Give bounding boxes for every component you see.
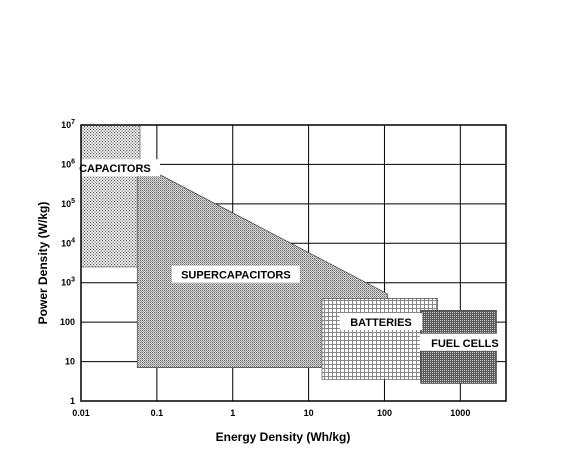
y-tick-label: 1 <box>70 396 75 406</box>
x-tick-label: 100 <box>377 408 392 418</box>
region-label-fuel-cells: FUEL CELLS <box>431 338 499 350</box>
plot-frame <box>80 124 507 402</box>
x-axis-ticks: 0.01 0.1 1 10 100 1000 <box>72 408 470 418</box>
y-tick-label: 100 <box>60 317 75 327</box>
region-label-supercapacitors: SUPERCAPACITORS <box>181 270 291 282</box>
x-tick-label: 0.1 <box>151 408 164 418</box>
x-tick-label: 1 <box>230 408 235 418</box>
regions: CAPACITORS SUPERCAPACITORS BATTERIES FUEL C… <box>69 124 510 384</box>
region-label-batteries: BATTERIES <box>350 317 412 329</box>
y-tick-label: 106 <box>61 158 75 169</box>
y-tick-label: 107 <box>61 119 75 130</box>
x-tick-label: 0.01 <box>72 408 90 418</box>
y-tick-label: 10 <box>65 357 75 367</box>
region-capacitors <box>80 124 141 268</box>
region-label-bg-batteries <box>339 313 423 331</box>
y-tick-label: 103 <box>61 277 75 288</box>
y-tick-label: 105 <box>61 198 75 209</box>
region-label-bg-fuel-cells <box>419 333 510 351</box>
y-tick-label: 104 <box>61 237 75 248</box>
x-tick-label: 10 <box>304 408 314 418</box>
y-axis-title: Power Density (W/kg) <box>36 202 50 325</box>
region-label-bg-supercapacitors <box>171 265 300 283</box>
y-axis-ticks: 1 10 100 103 104 105 106 107 <box>60 119 75 406</box>
region-label-capacitors: CAPACITORS <box>79 163 151 175</box>
x-axis-title: Energy Density (Wh/kg) <box>216 430 351 444</box>
x-tick-label: 1000 <box>450 408 470 418</box>
region-label-bg-capacitors <box>69 159 160 177</box>
